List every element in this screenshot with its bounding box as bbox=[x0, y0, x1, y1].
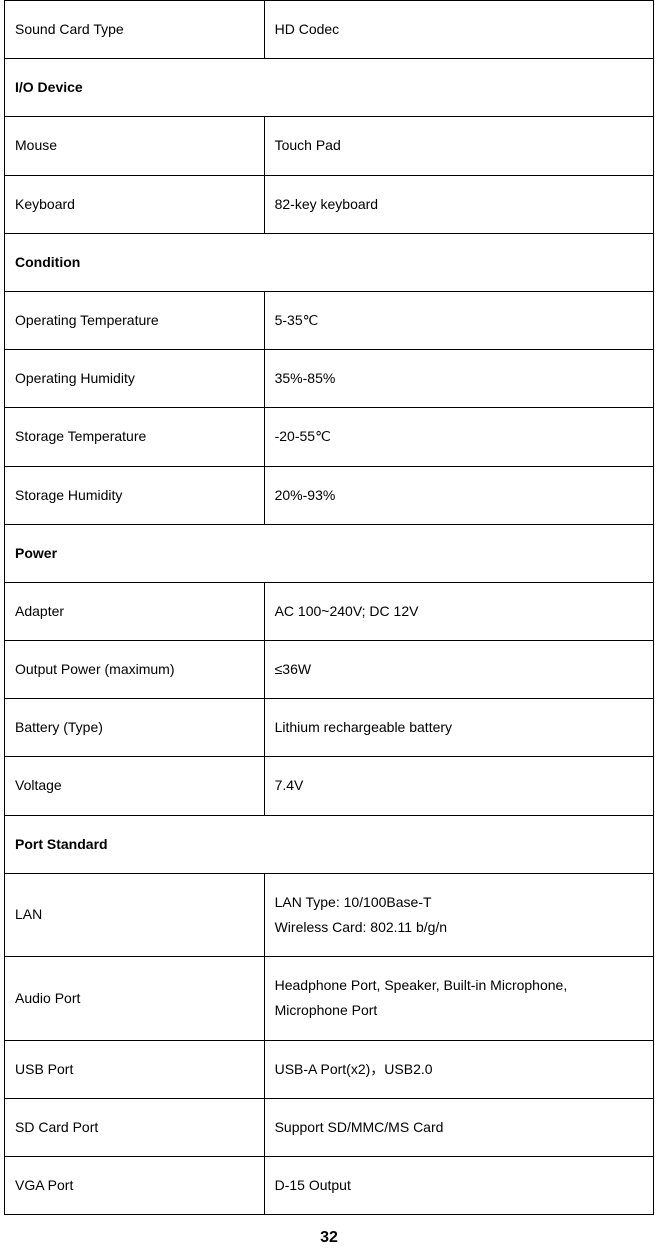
spec-value: Touch Pad bbox=[264, 117, 653, 175]
spec-label: Audio Port bbox=[5, 957, 265, 1040]
page-number: 32 bbox=[4, 1215, 654, 1255]
spec-label: Mouse bbox=[5, 117, 265, 175]
table-row: Output Power (maximum)≤36W bbox=[5, 641, 654, 699]
table-row: Power bbox=[5, 524, 654, 582]
spec-value: AC 100~240V; DC 12V bbox=[264, 582, 653, 640]
spec-label: Operating Temperature bbox=[5, 291, 265, 349]
page: Sound Card TypeHD CodecI/O DeviceMouseTo… bbox=[0, 0, 658, 1255]
table-row: Voltage7.4V bbox=[5, 757, 654, 815]
table-row: USB PortUSB-A Port(x2)，USB2.0 bbox=[5, 1040, 654, 1098]
spec-label: Storage Temperature bbox=[5, 408, 265, 466]
table-row: Storage Temperature-20-55℃ bbox=[5, 408, 654, 466]
table-row: Port Standard bbox=[5, 815, 654, 873]
spec-value: 5-35℃ bbox=[264, 291, 653, 349]
table-row: MouseTouch Pad bbox=[5, 117, 654, 175]
table-row: VGA PortD-15 Output bbox=[5, 1156, 654, 1214]
spec-table: Sound Card TypeHD CodecI/O DeviceMouseTo… bbox=[4, 0, 654, 1215]
spec-value: Lithium rechargeable battery bbox=[264, 699, 653, 757]
spec-value: Headphone Port, Speaker, Built-in Microp… bbox=[264, 957, 653, 1040]
spec-value: 20%-93% bbox=[264, 466, 653, 524]
spec-label: Adapter bbox=[5, 582, 265, 640]
spec-value: D-15 Output bbox=[264, 1156, 653, 1214]
table-row: Condition bbox=[5, 233, 654, 291]
table-row: SD Card PortSupport SD/MMC/MS Card bbox=[5, 1098, 654, 1156]
table-row: Storage Humidity20%-93% bbox=[5, 466, 654, 524]
spec-value: 35%-85% bbox=[264, 350, 653, 408]
spec-value: Support SD/MMC/MS Card bbox=[264, 1098, 653, 1156]
spec-label: Sound Card Type bbox=[5, 1, 265, 59]
table-row: Battery (Type)Lithium rechargeable batte… bbox=[5, 699, 654, 757]
table-row: Operating Temperature5-35℃ bbox=[5, 291, 654, 349]
spec-table-body: Sound Card TypeHD CodecI/O DeviceMouseTo… bbox=[5, 1, 654, 1215]
table-row: I/O Device bbox=[5, 59, 654, 117]
spec-label: LAN bbox=[5, 873, 265, 956]
table-row: AdapterAC 100~240V; DC 12V bbox=[5, 582, 654, 640]
section-header: I/O Device bbox=[5, 59, 654, 117]
spec-label: Battery (Type) bbox=[5, 699, 265, 757]
table-row: LANLAN Type: 10/100Base-T Wireless Card:… bbox=[5, 873, 654, 956]
table-row: Keyboard82-key keyboard bbox=[5, 175, 654, 233]
spec-label: USB Port bbox=[5, 1040, 265, 1098]
spec-label: Output Power (maximum) bbox=[5, 641, 265, 699]
spec-value: 82-key keyboard bbox=[264, 175, 653, 233]
spec-value: LAN Type: 10/100Base-T Wireless Card: 80… bbox=[264, 873, 653, 956]
spec-label: Voltage bbox=[5, 757, 265, 815]
spec-value: USB-A Port(x2)，USB2.0 bbox=[264, 1040, 653, 1098]
spec-label: SD Card Port bbox=[5, 1098, 265, 1156]
spec-value: ≤36W bbox=[264, 641, 653, 699]
table-row: Sound Card TypeHD Codec bbox=[5, 1, 654, 59]
section-header: Port Standard bbox=[5, 815, 654, 873]
spec-label: Keyboard bbox=[5, 175, 265, 233]
spec-value: -20-55℃ bbox=[264, 408, 653, 466]
spec-value: HD Codec bbox=[264, 1, 653, 59]
spec-label: VGA Port bbox=[5, 1156, 265, 1214]
section-header: Power bbox=[5, 524, 654, 582]
table-row: Audio PortHeadphone Port, Speaker, Built… bbox=[5, 957, 654, 1040]
spec-label: Storage Humidity bbox=[5, 466, 265, 524]
section-header: Condition bbox=[5, 233, 654, 291]
spec-value: 7.4V bbox=[264, 757, 653, 815]
spec-label: Operating Humidity bbox=[5, 350, 265, 408]
table-row: Operating Humidity35%-85% bbox=[5, 350, 654, 408]
